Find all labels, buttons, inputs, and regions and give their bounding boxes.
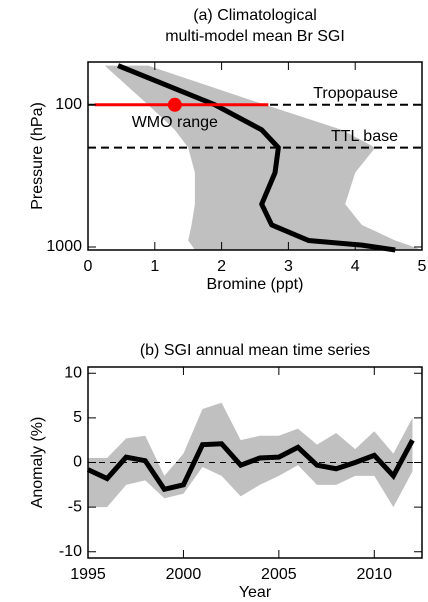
y-tick-label: 1000 xyxy=(46,238,82,255)
mean-series xyxy=(86,439,415,493)
x-tick-label: 2 xyxy=(217,258,226,275)
range-band xyxy=(104,65,422,251)
x-tick-label: 5 xyxy=(418,258,427,275)
plot-frame xyxy=(87,61,423,251)
chart-title: multi-model mean Br SGI xyxy=(165,28,345,45)
y-tick-label: 5 xyxy=(73,409,82,426)
x-tick-label: 1995 xyxy=(70,566,106,583)
x-tick-label: 3 xyxy=(284,258,293,275)
y-axis-label: Pressure (hPa) xyxy=(29,102,46,210)
reference-label: Tropopause xyxy=(313,85,398,102)
chart-title: (b) SGI annual mean time series xyxy=(140,342,370,359)
x-axis-label: Year xyxy=(239,584,272,601)
y-tick-label: 100 xyxy=(55,96,82,113)
y-tick-label: 0 xyxy=(73,454,82,471)
reference-label: TTL base xyxy=(331,128,398,145)
y-tick-label: 10 xyxy=(64,364,82,381)
range-band xyxy=(88,402,413,508)
y-axis-label: Anomaly (%) xyxy=(29,417,46,509)
x-tick-label: 4 xyxy=(351,258,360,275)
x-tick-label: 0 xyxy=(84,258,93,275)
wmo-point xyxy=(167,97,182,112)
x-tick-label: 2000 xyxy=(166,566,202,583)
y-tick-label: -10 xyxy=(59,543,82,560)
x-axis-label: Bromine (ppt) xyxy=(207,276,304,293)
x-tick-label: 2005 xyxy=(261,566,297,583)
y-tick-label: -5 xyxy=(68,498,82,515)
x-tick-label: 1 xyxy=(150,258,159,275)
mean-profile xyxy=(117,63,396,253)
wmo-label: WMO range xyxy=(132,114,218,131)
x-tick-label: 2010 xyxy=(356,566,392,583)
chart-title: (a) Climatological xyxy=(193,7,317,24)
